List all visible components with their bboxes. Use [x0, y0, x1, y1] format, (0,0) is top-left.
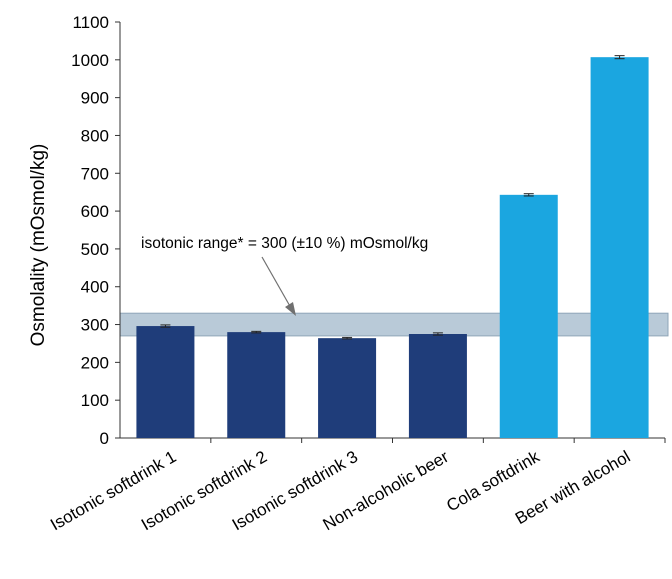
- bar: [408, 334, 467, 438]
- isotonic-range-band: [119, 312, 669, 337]
- y-tick-label: 0: [100, 429, 109, 448]
- bar: [227, 332, 286, 438]
- isotonic-range-label: isotonic range* = 300 (±10 %) mOsmol/kg: [141, 235, 428, 252]
- y-tick-label: 1000: [71, 51, 109, 70]
- annotation-arrow-head: [285, 302, 296, 316]
- y-tick-label: 600: [81, 202, 109, 221]
- y-tick-label: 400: [81, 278, 109, 297]
- bar: [318, 338, 377, 438]
- bar: [499, 194, 558, 438]
- y-tick-label: 700: [81, 164, 109, 183]
- y-tick-label: 100: [81, 391, 109, 410]
- y-tick-label: 1100: [72, 13, 109, 32]
- bar: [590, 57, 649, 439]
- y-tick-label: 900: [81, 89, 109, 108]
- y-axis-label: Osmolality (mOsmol/kg): [28, 144, 49, 347]
- y-tick-label: 200: [81, 353, 109, 372]
- y-tick-label: 500: [81, 240, 109, 259]
- y-tick-label: 800: [81, 126, 109, 145]
- annotation-arrow-line: [261, 256, 292, 309]
- bar: [136, 326, 195, 438]
- y-tick-label: 300: [81, 316, 109, 335]
